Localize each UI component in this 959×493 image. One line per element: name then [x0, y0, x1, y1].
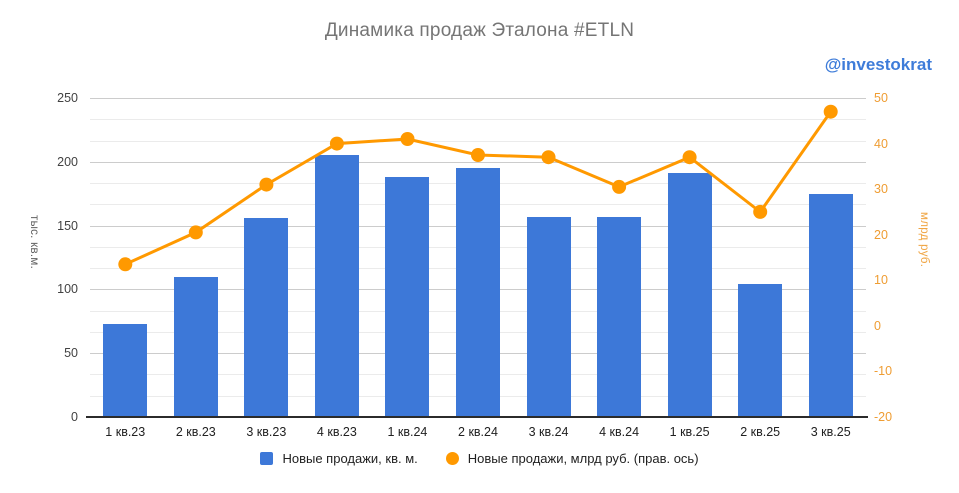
- bar-10: [738, 284, 783, 417]
- right-tick-label: 0: [874, 318, 881, 333]
- gridline-major: [90, 161, 866, 163]
- line-point-5: [400, 132, 415, 146]
- left-tick-label: 100: [57, 282, 78, 297]
- gridline-major: [90, 98, 866, 99]
- x-axis-line: [86, 416, 868, 418]
- bar-1: [103, 323, 148, 417]
- right-tick-label: -10: [874, 364, 893, 379]
- right-axis-title: млрд руб.: [918, 212, 930, 268]
- left-tick-label: 250: [57, 91, 78, 105]
- x-tick-label: 1 кв.23: [105, 425, 146, 439]
- gridline-minor: [90, 119, 866, 121]
- bar-9: [667, 173, 712, 417]
- right-tick-label: -20: [874, 410, 893, 424]
- x-tick-label: 1 кв.25: [669, 425, 710, 439]
- right-tick-label: 10: [874, 273, 888, 288]
- legend-label: Новые продажи, кв. м.: [282, 451, 418, 466]
- left-tick-label: 0: [71, 410, 78, 424]
- bar-11: [808, 193, 853, 417]
- right-tick-label: 40: [874, 136, 888, 151]
- left-tick-label: 150: [57, 218, 78, 233]
- left-axis-title: тыс. кв.м.: [28, 215, 40, 270]
- x-tick-label: 2 кв.23: [175, 425, 216, 439]
- gridline-minor: [90, 140, 866, 142]
- bar-3: [244, 217, 289, 417]
- bar-2: [173, 276, 218, 417]
- legend: Новые продажи, кв. м. Новые продажи, млрд…: [0, 451, 959, 466]
- x-tick-label: 2 кв.25: [740, 425, 781, 439]
- left-tick-label: 50: [64, 346, 78, 361]
- x-tick-label: 3 кв.25: [810, 425, 851, 439]
- right-tick-label: 30: [874, 182, 888, 197]
- x-tick-label: 4 кв.23: [316, 425, 357, 439]
- line-point-6: [471, 148, 485, 162]
- right-tick-label: 20: [874, 227, 888, 242]
- chart-title: Динамика продаж Эталона #ETLN: [324, 20, 635, 41]
- line-point-4: [329, 136, 344, 151]
- right-tick-label: 50: [874, 91, 888, 105]
- line-point-8: [612, 179, 627, 194]
- legend-label: Новые продажи, млрд руб. (прав. ось): [467, 451, 699, 466]
- line-point-1: [118, 257, 133, 272]
- x-tick-label: 1 кв.24: [387, 425, 428, 439]
- legend-square-swatch: [260, 452, 274, 465]
- x-tick-label: 3 кв.24: [528, 425, 569, 439]
- line-point-9: [682, 150, 697, 165]
- plot-area: [86, 98, 868, 418]
- line-point-7: [541, 150, 556, 165]
- legend-item-bars: Новые продажи, кв. м.: [260, 451, 418, 466]
- x-tick-label: 4 кв.24: [599, 425, 640, 439]
- bar-8: [597, 216, 642, 417]
- line-point-11: [823, 104, 838, 119]
- bar-5: [385, 177, 430, 417]
- left-tick-label: 200: [57, 154, 78, 169]
- line-point-2: [188, 225, 203, 240]
- line-path: [124, 110, 832, 266]
- bar-6: [456, 168, 500, 417]
- watermark-investokrat: @investokrat: [824, 55, 932, 74]
- bar-4: [314, 155, 359, 417]
- bar-7: [526, 216, 571, 417]
- line-point-3: [259, 177, 274, 192]
- x-tick-label: 3 кв.23: [246, 425, 287, 439]
- line-point-10: [753, 204, 768, 219]
- legend-item-line: Новые продажи, млрд руб. (прав. ось): [445, 451, 699, 466]
- line-series: [118, 104, 838, 272]
- legend-circle-swatch: [445, 452, 459, 465]
- x-tick-label: 2 кв.24: [458, 425, 498, 439]
